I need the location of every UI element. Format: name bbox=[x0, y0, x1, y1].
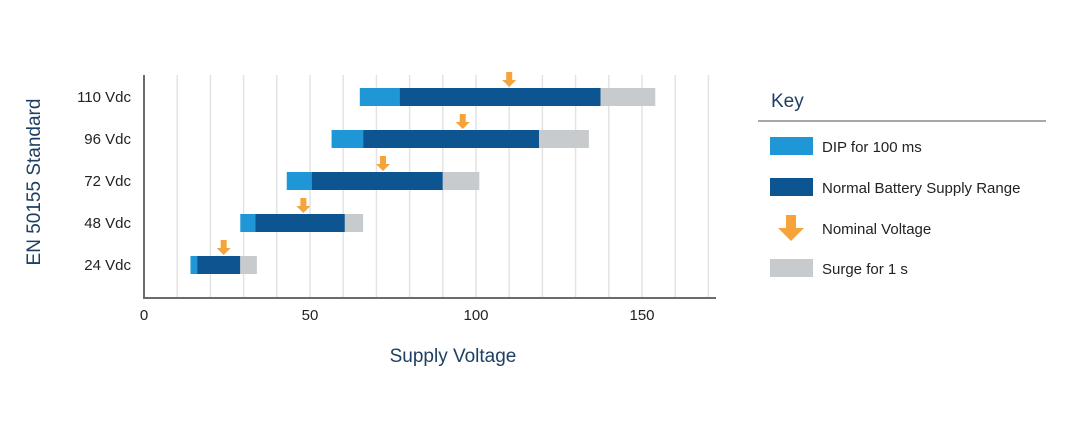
bar-segment bbox=[359, 88, 400, 106]
bar-segment bbox=[363, 130, 540, 148]
bar-segment bbox=[255, 214, 345, 232]
bar-segment bbox=[600, 88, 656, 106]
bar-segment bbox=[539, 130, 589, 148]
axes bbox=[143, 75, 716, 299]
bars bbox=[190, 88, 656, 274]
bar-segment bbox=[331, 130, 364, 148]
legend-item: Surge for 1 s bbox=[770, 259, 908, 278]
y-category-label: 96 Vdc bbox=[84, 131, 131, 148]
bar-segment bbox=[311, 172, 443, 190]
legend-label: Nominal Voltage bbox=[822, 221, 931, 238]
bar-segment bbox=[399, 88, 601, 106]
down-arrow-icon bbox=[778, 215, 804, 241]
swatch-icon bbox=[770, 259, 813, 277]
nominal-arrow-icon bbox=[216, 240, 231, 255]
y-category-labels: 110 Vdc 96 Vdc 72 Vdc 48 Vdc 24 Vdc bbox=[77, 89, 131, 274]
x-axis-label: Supply Voltage bbox=[390, 346, 517, 367]
nominal-arrow-icon bbox=[376, 156, 391, 171]
nominal-arrow-icon bbox=[296, 198, 311, 213]
legend-item: Nominal Voltage bbox=[778, 215, 931, 241]
legend-title: Key bbox=[771, 91, 804, 112]
x-tick-labels: 0 50 100 150 bbox=[140, 307, 655, 324]
legend-label: Surge for 1 s bbox=[822, 261, 908, 278]
legend-item: Normal Battery Supply Range bbox=[770, 178, 1020, 197]
swatch-icon bbox=[770, 178, 813, 196]
y-category-label: 110 Vdc bbox=[77, 89, 131, 106]
x-tick-label: 50 bbox=[302, 307, 319, 324]
y-category-label: 24 Vdc bbox=[84, 257, 131, 274]
legend-items: DIP for 100 ms Normal Battery Supply Rang… bbox=[770, 137, 1020, 278]
bar-segment bbox=[240, 214, 256, 232]
legend-label: Normal Battery Supply Range bbox=[822, 180, 1020, 197]
bar-segment bbox=[240, 256, 257, 274]
y-category-label: 48 Vdc bbox=[84, 215, 131, 232]
legend-item: DIP for 100 ms bbox=[770, 137, 922, 156]
y-category-label: 72 Vdc bbox=[84, 173, 131, 190]
bar-segment bbox=[344, 214, 364, 232]
x-tick-label: 150 bbox=[629, 307, 654, 324]
x-tick-label: 0 bbox=[140, 307, 148, 324]
legend-label: DIP for 100 ms bbox=[822, 139, 922, 156]
swatch-icon bbox=[770, 137, 813, 155]
bar-segment bbox=[442, 172, 480, 190]
nominal-arrows bbox=[216, 72, 517, 255]
legend: Key DIP for 100 ms Normal Battery Supply … bbox=[758, 91, 1046, 278]
bar-segment bbox=[197, 256, 241, 274]
nominal-arrow-icon bbox=[502, 72, 517, 87]
y-axis-label: EN 50155 Standard bbox=[24, 99, 45, 266]
nominal-arrow-icon bbox=[455, 114, 470, 129]
bar-segment bbox=[190, 256, 198, 274]
bar-segment bbox=[286, 172, 312, 190]
x-tick-label: 100 bbox=[463, 307, 488, 324]
